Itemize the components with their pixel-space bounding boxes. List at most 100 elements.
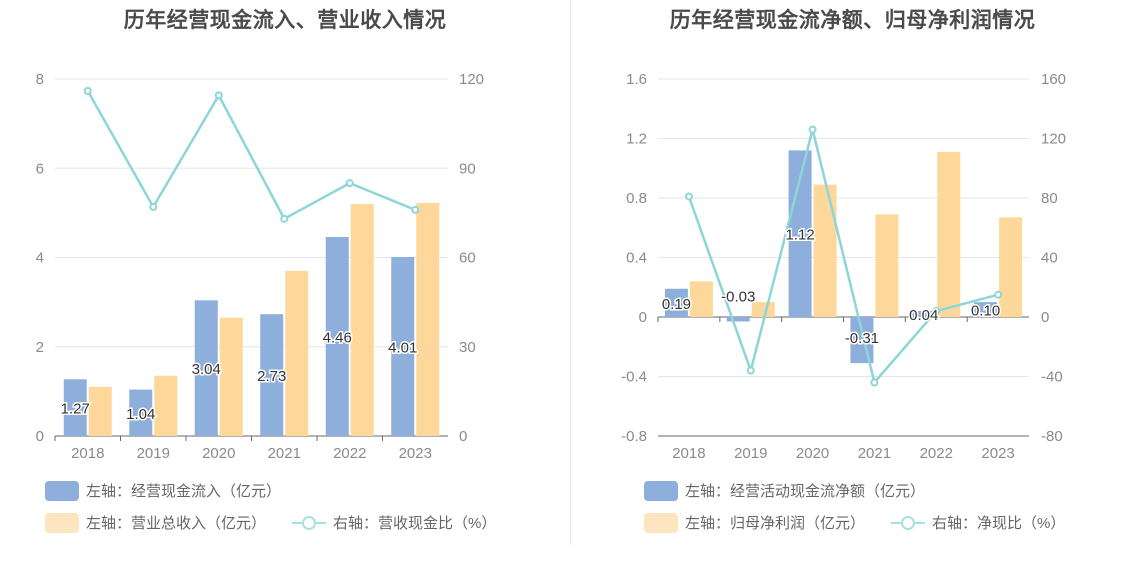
data-label: -0.03 [721,288,755,305]
y-right-tick-label: 40 [1041,250,1058,267]
y-left-tick-label: 0.4 [626,250,647,267]
y-right-tick-label: 30 [459,339,476,356]
x-tick-label: 2020 [796,445,829,462]
x-tick-label: 2021 [268,445,301,462]
legend-swatch-orange [644,512,678,533]
y-right-tick-label: 120 [459,71,484,88]
y-left-tick-label: 1.2 [626,131,647,148]
bar-blue [974,302,998,317]
y-left-tick-label: 6 [36,160,44,177]
bar-orange [350,203,374,436]
data-label: 0.19 [662,296,691,313]
legend-swatch-blue [45,480,79,501]
bar-blue [129,389,153,436]
y-right-tick-label: 0 [459,428,467,445]
bar-blue [391,257,415,436]
bar-blue [726,317,750,322]
legend-swatch-blue [644,480,678,501]
bar-blue [325,236,349,436]
chart-panel-net-cash-profit: 历年经营现金流净额、归母净利润情况 -0.8 -0.4 0 0.4 0.8 1.2 1.6-… [571,0,1134,560]
bar-orange [875,214,899,317]
y-left-tick-label: 0.8 [626,190,647,207]
y-right-tick-label: 60 [459,250,476,267]
y-right-tick-label: -80 [1041,428,1063,445]
line-point [411,205,420,214]
bar-blue [63,379,87,436]
legend-item-net-profit[interactable]: 左轴：归母净利润（亿元） [644,512,865,533]
bar-blue [912,311,936,317]
x-tick-label: 2022 [920,445,953,462]
legend-item-net-cash[interactable]: 左轴：经营活动现金流净额（亿元） [644,480,925,501]
y-right-tick-label: 160 [1041,71,1066,88]
line-point [345,179,354,188]
legend-swatch-orange [45,512,79,533]
x-tick-label: 2023 [981,445,1014,462]
line-point [932,307,941,316]
legend-label: 左轴：营业总收入（亿元） [86,515,267,532]
legend-line-marker [891,513,925,533]
legend-label: 左轴：归母净利润（亿元） [685,515,866,532]
legend-line-marker [292,513,326,533]
y-right-tick-label: 80 [1041,190,1058,207]
line-point [83,86,92,95]
chart-title: 历年经营现金流入、营业收入情况 [123,9,447,32]
legend-item-revenue[interactable]: 左轴：营业总收入（亿元） [45,512,266,533]
y-right-tick-label: 90 [459,160,476,177]
bar-orange [689,281,713,317]
legend-item-cash-inflow[interactable]: 左轴：经营现金流入（亿元） [45,480,281,501]
legend-item-cash-ratio[interactable]: 右轴：营收现金比（%） [292,512,496,533]
data-label: -0.31 [845,330,879,347]
y-left-tick-label: 8 [36,71,44,88]
line-series [687,129,999,386]
legend-label: 左轴：经营现金流入（亿元） [86,483,282,500]
x-tick-label: 2020 [202,445,235,462]
bar-blue [664,288,688,317]
y-right-tick-label: -40 [1041,369,1063,386]
legend-label: 右轴：净现比（%） [932,515,1066,532]
panel-divider [570,0,571,545]
y-right-tick-label: 0 [1041,309,1049,326]
y-left-tick-label: 2 [36,339,44,356]
bar-orange [219,317,243,436]
bar-blue [788,150,812,317]
x-tick-label: 2018 [672,445,705,462]
x-tick-label: 2019 [734,445,767,462]
bar-blue [194,300,218,436]
chart-title: 历年经营现金流净额、归母净利润情况 [669,9,1036,32]
x-tick-label: 2019 [137,445,170,462]
line-series [86,90,416,221]
data-label: 4.01 [388,340,417,357]
y-left-tick-label: 1.6 [626,71,647,88]
data-label: 1.27 [61,401,90,418]
line-point [870,378,879,387]
y-left-tick-label: 0 [639,309,647,326]
bar-orange [813,184,837,317]
chart-panel-cash-inflow-revenue: 历年经营现金流入、营业收入情况 0 2 4 6 8 0 30 60 90 120 2018 2019 2… [0,0,570,560]
bar-blue [260,314,284,436]
data-label: 0.10 [971,303,1000,320]
x-tick-label: 2022 [333,445,366,462]
line-point [280,214,289,223]
bar-orange [751,302,775,317]
bar-orange [416,203,440,436]
line-point [994,290,1003,299]
data-label: 2.73 [257,368,286,385]
bar-orange [937,151,961,317]
bar-orange [154,375,178,436]
legend-label: 右轴：营收现金比（%） [333,515,497,532]
data-label: 3.04 [192,361,221,378]
bar-orange [999,217,1023,317]
data-label: 4.46 [323,329,352,346]
line-point [214,91,223,100]
y-right-tick-label: 120 [1041,131,1066,148]
bar-orange [285,270,309,436]
legend-label: 左轴：经营活动现金流净额（亿元） [685,483,926,500]
data-label: 0.04 [909,307,938,324]
x-tick-label: 2023 [399,445,432,462]
line-point [684,192,693,201]
data-label: 1.04 [126,406,155,423]
y-left-tick-label: 0 [36,428,44,445]
line-point [746,366,755,375]
legend-item-net-cash-ratio[interactable]: 右轴：净现比（%） [891,512,1065,533]
chart-plot-area: 0 2 4 6 8 0 30 60 90 120 2018 2019 2020 2021 2022 2023 1… [36,71,484,462]
